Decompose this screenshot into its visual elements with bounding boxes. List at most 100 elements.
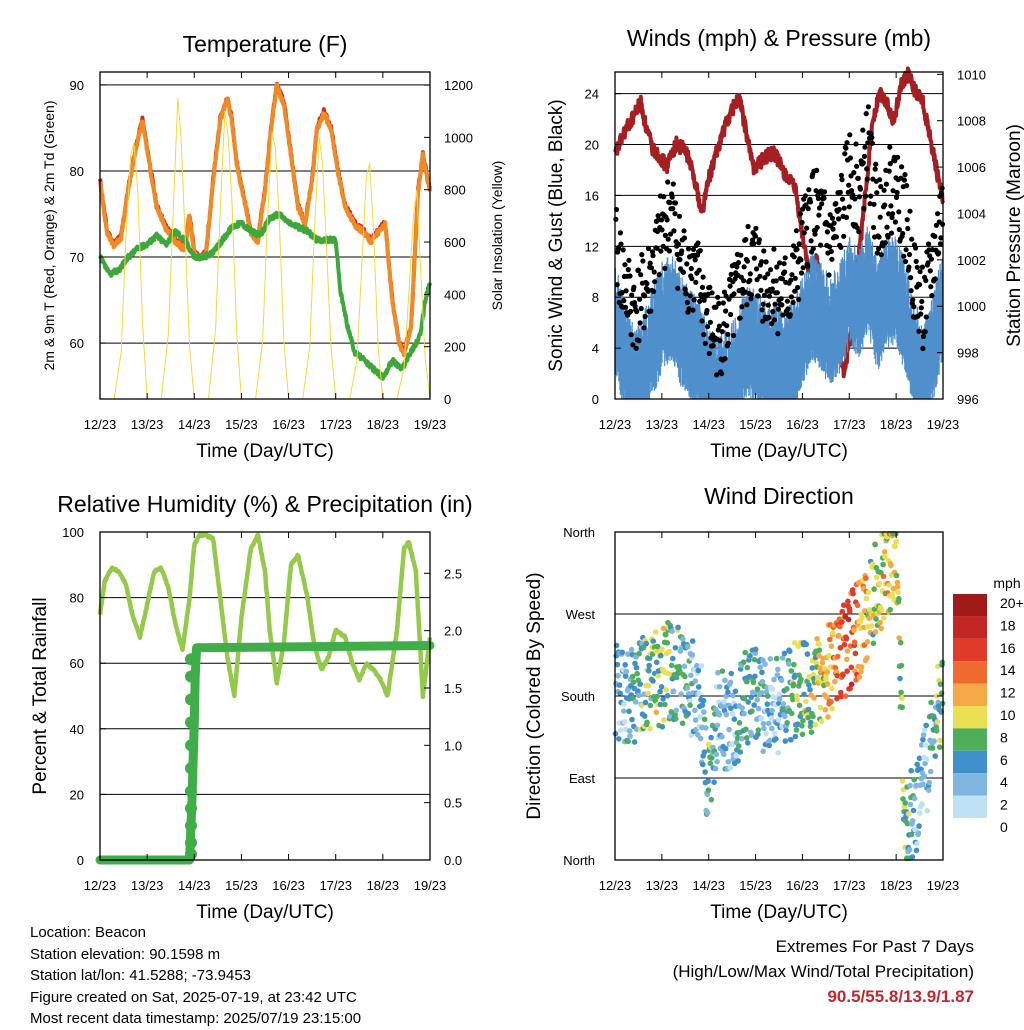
direction-point [893,539,899,545]
gust-point [651,288,657,295]
extremes-box: Extremes For Past 7 Days (High/Low/Max W… [673,934,974,1009]
direction-point [923,756,930,762]
direction-point [670,655,676,662]
gust-point [839,196,846,202]
gust-point [716,323,723,329]
direction-point [666,648,672,655]
direction-point [933,728,940,734]
y-tick-label: North [563,853,595,868]
gust-point [675,241,682,247]
x-tick-label: 17/23 [833,878,866,893]
direction-point [747,653,753,659]
direction-point [646,662,652,669]
gust-point [638,272,644,278]
direction-point [788,710,795,717]
direction-point [899,695,905,701]
gust-point [932,233,938,239]
x-tick-label: 18/23 [880,878,913,893]
direction-point [866,607,873,613]
direction-point [764,701,771,707]
gust-point [640,258,646,264]
direction-point [801,691,807,698]
gust-point [629,292,635,298]
direction-point [840,672,846,678]
direction-point [697,714,703,720]
direction-point [873,574,880,581]
direction-point [835,653,841,660]
direction-point [937,681,944,687]
x-tick-label: 15/23 [225,417,258,432]
gust-point [780,312,786,318]
gust-point [613,216,619,222]
gust-point [781,261,787,267]
gust-point [748,292,755,298]
direction-point [898,689,904,696]
direction-point [743,726,749,733]
direction-point [686,698,693,704]
gust-point [618,241,624,247]
direction-point [762,661,768,667]
direction-point [621,701,627,707]
direction-point [692,678,699,684]
gust-point [638,305,644,312]
direction-point [755,727,762,733]
chart-title: Winds (mph) & Pressure (mb) [627,25,931,51]
gust-point [882,240,888,246]
direction-point [729,710,736,717]
direction-point [829,685,835,692]
direction-point [679,720,686,727]
gust-point [870,224,877,231]
direction-point [658,652,664,659]
direction-point [617,727,624,733]
gust-point [623,288,629,294]
gust-point [839,177,845,183]
direction-point [631,739,638,745]
direction-point [863,575,869,581]
gust-point [792,275,798,281]
direction-point [721,698,727,705]
direction-point [709,755,715,761]
series-wind-speed [614,226,944,399]
gust-point [852,196,858,202]
gust-point [697,248,703,254]
gust-point [675,285,681,291]
extremes-title: Extremes For Past 7 Days [775,937,974,956]
gust-point [644,281,650,287]
gust-point [659,227,665,233]
gust-point [662,232,669,238]
y-tick-label: 20 [70,787,84,802]
gust-point [932,276,938,282]
gust-point [728,271,734,277]
direction-point [749,708,755,714]
x-tick-label: 16/23 [786,417,819,432]
direction-point [882,553,888,560]
direction-point [851,627,857,633]
gust-point [904,217,910,223]
direction-point [650,678,656,684]
gust-point [700,274,706,280]
y2-tick-label: 2.5 [444,566,462,581]
direction-point [721,751,727,758]
direction-point [739,735,745,742]
y2-tick-label: 1004 [957,206,986,221]
y2-tick-label: 1200 [444,78,473,93]
direction-point [645,683,652,689]
gust-point [741,278,747,284]
direction-point [714,722,721,729]
gust-point [884,224,890,230]
y-tick-label: 24 [585,87,599,102]
x-tick-label: 16/23 [786,878,819,893]
direction-point [723,711,730,718]
y2-tick-label: 1008 [957,114,986,129]
gust-point [761,292,768,298]
y2-tick-label: 1002 [957,253,986,268]
direction-point [623,668,630,675]
gust-point [894,189,900,196]
gust-point [778,296,784,302]
direction-point [887,606,893,613]
direction-point [924,807,931,814]
direction-point [785,661,792,667]
y2-tick-label: 400 [444,287,466,302]
gust-point [798,257,804,263]
precip-point [184,739,197,752]
